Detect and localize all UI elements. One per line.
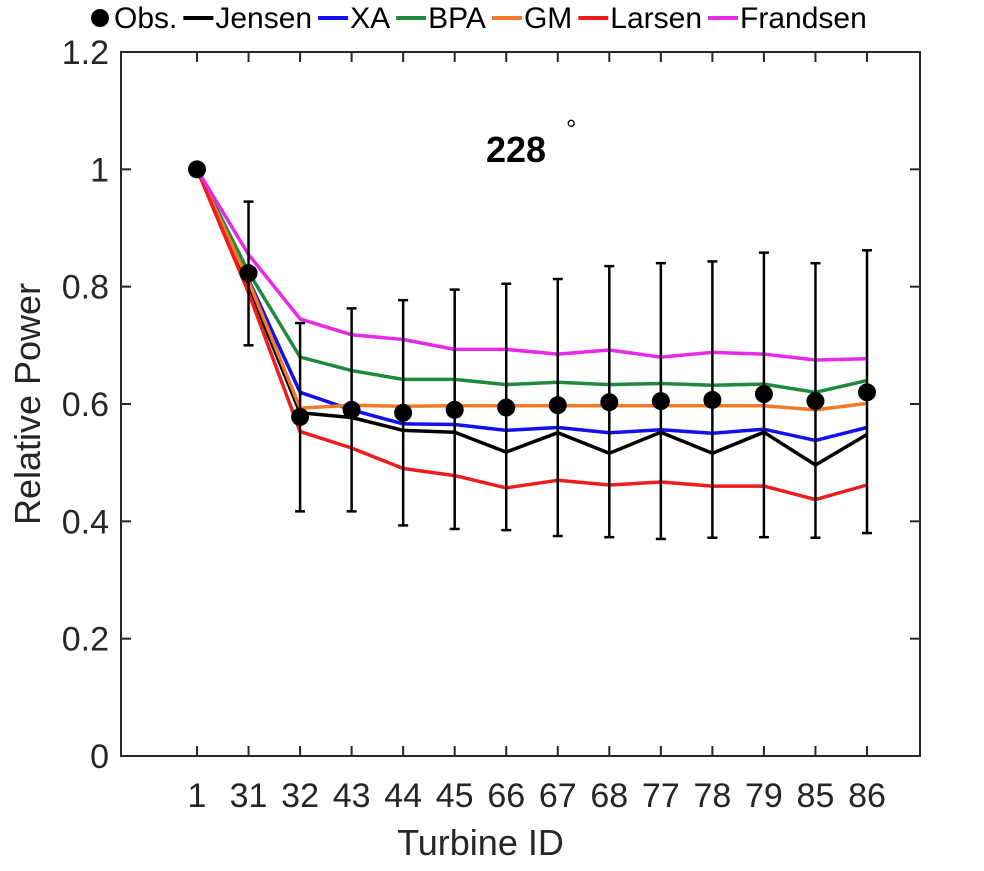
observation-point (600, 393, 619, 412)
x-tick-label: 79 (745, 777, 783, 815)
x-axis: 1 31 32 43 44 45 66 67 68 77 78 79 85 86 (188, 52, 886, 815)
legend-label-frandsen: Frandsen (740, 2, 867, 35)
x-tick-label: 86 (848, 777, 886, 815)
x-tick-label: 66 (487, 777, 525, 815)
observation-points (188, 160, 876, 426)
x-tick-label: 45 (436, 777, 474, 815)
observation-point (754, 385, 773, 404)
series-line-gm (195, 168, 868, 412)
observation-point (703, 390, 722, 409)
model-series (195, 168, 868, 502)
x-tick-label: 77 (642, 777, 680, 815)
observation-point (548, 396, 567, 415)
observation-point (651, 392, 670, 411)
y-tick-label: 1.2 (62, 34, 109, 72)
x-tick-label: 67 (539, 777, 577, 815)
observation-point (342, 400, 361, 419)
y-tick-label: 0.4 (62, 503, 109, 541)
x-tick-label: 44 (384, 777, 422, 815)
legend-label-bpa: BPA (428, 2, 486, 35)
legend-label-xa: XA (350, 2, 390, 35)
series-line-jensen (195, 168, 868, 467)
x-tick-label: 1 (188, 777, 207, 815)
wind-direction-annotation: 228 (486, 129, 546, 170)
degree-symbol: ° (566, 114, 576, 144)
legend: Obs. Jensen XA BPA GM Larsen Frandsen (91, 2, 867, 35)
y-axis: 0 0.2 0.4 0.6 0.8 1 1.2 (62, 34, 920, 776)
series-line-larsen (195, 168, 868, 502)
y-tick-label: 0 (90, 738, 109, 776)
series-line-bpa (195, 168, 868, 395)
legend-marker-obs (91, 9, 109, 27)
series-line-frandsen (195, 168, 868, 362)
x-tick-label: 32 (281, 777, 319, 815)
observation-point (394, 403, 413, 422)
legend-label-larsen: Larsen (610, 2, 702, 35)
legend-label-gm: GM (524, 2, 572, 35)
x-tick-label: 68 (590, 777, 628, 815)
observation-point (291, 407, 310, 426)
x-tick-label: 43 (333, 777, 371, 815)
x-tick-label: 31 (230, 777, 268, 815)
y-tick-label: 1 (90, 151, 109, 189)
y-tick-label: 0.8 (62, 269, 109, 307)
observation-point (858, 383, 876, 402)
observation-point (445, 400, 464, 419)
observation-point (806, 392, 825, 411)
legend-label-jensen: Jensen (215, 2, 312, 35)
y-tick-label: 0.2 (62, 621, 109, 659)
observation-point (497, 398, 516, 417)
y-tick-label: 0.6 (62, 386, 109, 424)
x-axis-label: Turbine ID (397, 822, 564, 863)
y-axis-label: Relative Power (7, 283, 48, 525)
x-tick-label: 78 (693, 777, 731, 815)
legend-label-obs: Obs. (114, 2, 177, 35)
x-tick-label: 85 (797, 777, 835, 815)
series-line-xa (195, 168, 868, 443)
observation-point (239, 264, 258, 283)
observation-point (188, 160, 206, 179)
